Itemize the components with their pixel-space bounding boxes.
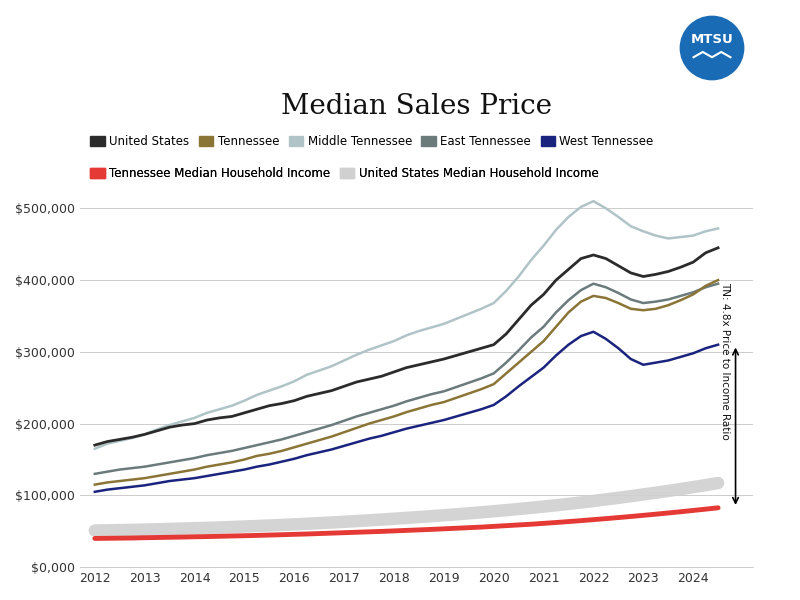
Text: TN: 4.8x Price to Income Ratio: TN: 4.8x Price to Income Ratio [720, 283, 730, 440]
Circle shape [680, 16, 744, 80]
Text: MTSU: MTSU [690, 33, 734, 46]
Legend: Tennessee Median Household Income, United States Median Household Income: Tennessee Median Household Income, Unite… [86, 163, 603, 185]
Title: Median Sales Price: Median Sales Price [281, 93, 552, 120]
